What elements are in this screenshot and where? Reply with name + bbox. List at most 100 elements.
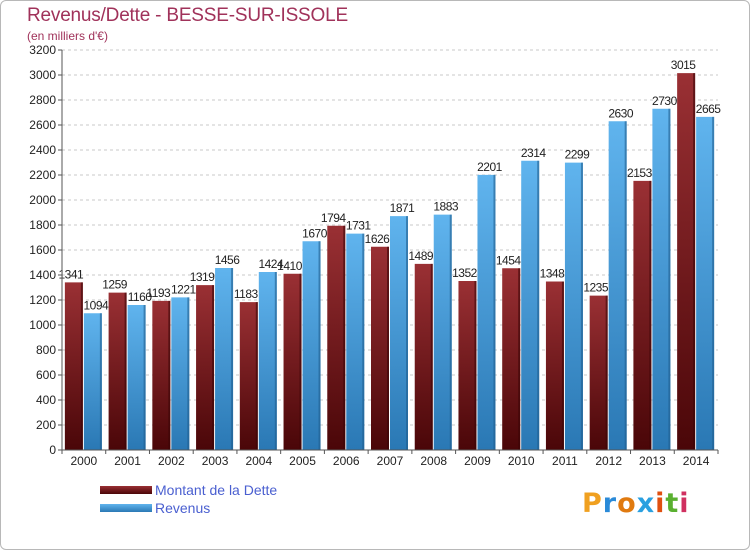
x-tick-label: 2005 xyxy=(289,454,316,468)
value-label-revenus: 1731 xyxy=(346,219,372,233)
bar-edge xyxy=(712,116,715,450)
x-tick-label: 2006 xyxy=(333,454,360,468)
bar-edge xyxy=(406,216,408,450)
bar-revenus xyxy=(302,241,321,450)
value-label-dette: 3015 xyxy=(671,58,697,72)
value-label-revenus: 2201 xyxy=(477,160,503,174)
bar-dette xyxy=(152,300,171,450)
y-tick-label: 2600 xyxy=(29,118,56,132)
x-tick-label: 2003 xyxy=(202,454,229,468)
logo-letter: P xyxy=(582,488,603,519)
y-tick-label: 2200 xyxy=(29,168,56,182)
bar-revenus xyxy=(521,160,540,450)
value-label-revenus: 1883 xyxy=(433,200,459,214)
bar-dette xyxy=(545,281,564,450)
value-label-revenus: 1424 xyxy=(258,257,284,271)
bar-edge xyxy=(605,295,608,450)
value-label-revenus: 1094 xyxy=(84,298,110,312)
x-tick-label: 2002 xyxy=(158,454,185,468)
y-tick-label: 3200 xyxy=(29,43,56,57)
bar-edge xyxy=(518,268,521,450)
axes: 0 200 400 600 800 1000 1200 1400 1600 1800 2000 220… xyxy=(29,43,719,468)
y-tick-label: 1000 xyxy=(29,318,56,332)
y-tick-label: 2400 xyxy=(29,143,56,157)
bar-revenus xyxy=(258,272,277,450)
bar-edge xyxy=(99,313,102,450)
bar-dette xyxy=(239,302,258,450)
bar-edge xyxy=(668,108,671,450)
x-tick-label: 2004 xyxy=(245,454,272,468)
y-tick-label: 2800 xyxy=(29,93,56,107)
bar-edge xyxy=(537,160,540,450)
bar-edge xyxy=(580,162,583,450)
y-tick-label: 600 xyxy=(36,368,56,382)
bar-dette xyxy=(414,263,433,450)
bar-edge xyxy=(449,214,452,450)
value-label-dette: 1319 xyxy=(190,270,216,284)
proxiti-logo: Proxiti xyxy=(582,488,690,519)
bar-revenus xyxy=(83,313,102,450)
bar-revenus xyxy=(564,162,583,450)
bar-revenus xyxy=(171,297,190,450)
value-label-dette: 1348 xyxy=(540,267,566,281)
logo-letter: o xyxy=(617,488,637,519)
bar-revenus xyxy=(477,174,496,450)
bar-edge xyxy=(255,302,258,450)
bar-revenus xyxy=(127,305,146,450)
bar-edge xyxy=(561,281,564,450)
y-tick-label: 1600 xyxy=(29,243,56,257)
bar-edge xyxy=(649,180,652,450)
y-tick-label: 200 xyxy=(36,418,56,432)
bar-dette xyxy=(108,292,127,450)
bars xyxy=(64,73,715,450)
value-label-dette: 1235 xyxy=(583,281,609,295)
bar-edge xyxy=(693,73,696,450)
bar-edge xyxy=(430,263,433,450)
bar-dette xyxy=(283,273,302,450)
y-tick-label: 1400 xyxy=(29,268,56,282)
bar-dette xyxy=(327,225,346,450)
value-label-revenus: 2730 xyxy=(652,94,678,108)
logo-letter: i xyxy=(655,488,666,519)
bar-revenus xyxy=(390,216,408,450)
value-label-revenus: 1160 xyxy=(128,290,153,304)
bar-dette xyxy=(633,180,652,450)
bar-revenus xyxy=(433,214,452,450)
bar-edge xyxy=(80,282,83,450)
x-tick-label: 2000 xyxy=(71,454,98,468)
legend-swatch-revenus xyxy=(100,504,152,512)
logo-letter: x xyxy=(636,488,656,519)
x-tick-label: 2013 xyxy=(639,454,666,468)
bar-revenus xyxy=(608,121,627,450)
bar-dette xyxy=(196,285,215,450)
bar-edge xyxy=(143,305,146,450)
bar-dette xyxy=(677,73,696,450)
x-tick-label: 2011 xyxy=(552,454,578,468)
bar-dette xyxy=(502,268,521,450)
x-tick-label: 2014 xyxy=(683,454,710,468)
y-tick-label: 800 xyxy=(36,343,56,357)
value-label-revenus: 2314 xyxy=(521,146,547,160)
bar-edge xyxy=(493,174,496,450)
value-label-revenus: 1456 xyxy=(215,253,241,267)
value-label-dette: 1454 xyxy=(496,253,522,267)
chart-subtitle: (en milliers d'€) xyxy=(27,29,108,43)
y-tick-label: 0 xyxy=(49,443,56,457)
logo-letter: i xyxy=(679,488,690,519)
value-label-revenus: 2665 xyxy=(696,102,722,116)
legend-label-revenus: Revenus xyxy=(155,500,211,516)
legend-label-dette: Montant de la Dette xyxy=(155,482,278,498)
y-tick-label: 2000 xyxy=(29,193,56,207)
bar-edge xyxy=(474,281,477,450)
x-tick-label: 2009 xyxy=(464,454,491,468)
bar-edge xyxy=(318,241,321,450)
bar-revenus xyxy=(346,233,365,450)
bar-dette xyxy=(64,282,83,450)
bar-edge xyxy=(212,285,215,450)
x-tick-label: 2010 xyxy=(508,454,535,468)
bar-dette xyxy=(371,246,389,450)
y-tick-label: 3000 xyxy=(29,68,56,82)
value-label-dette: 1410 xyxy=(277,259,303,273)
legend-swatch-dette xyxy=(100,486,152,494)
